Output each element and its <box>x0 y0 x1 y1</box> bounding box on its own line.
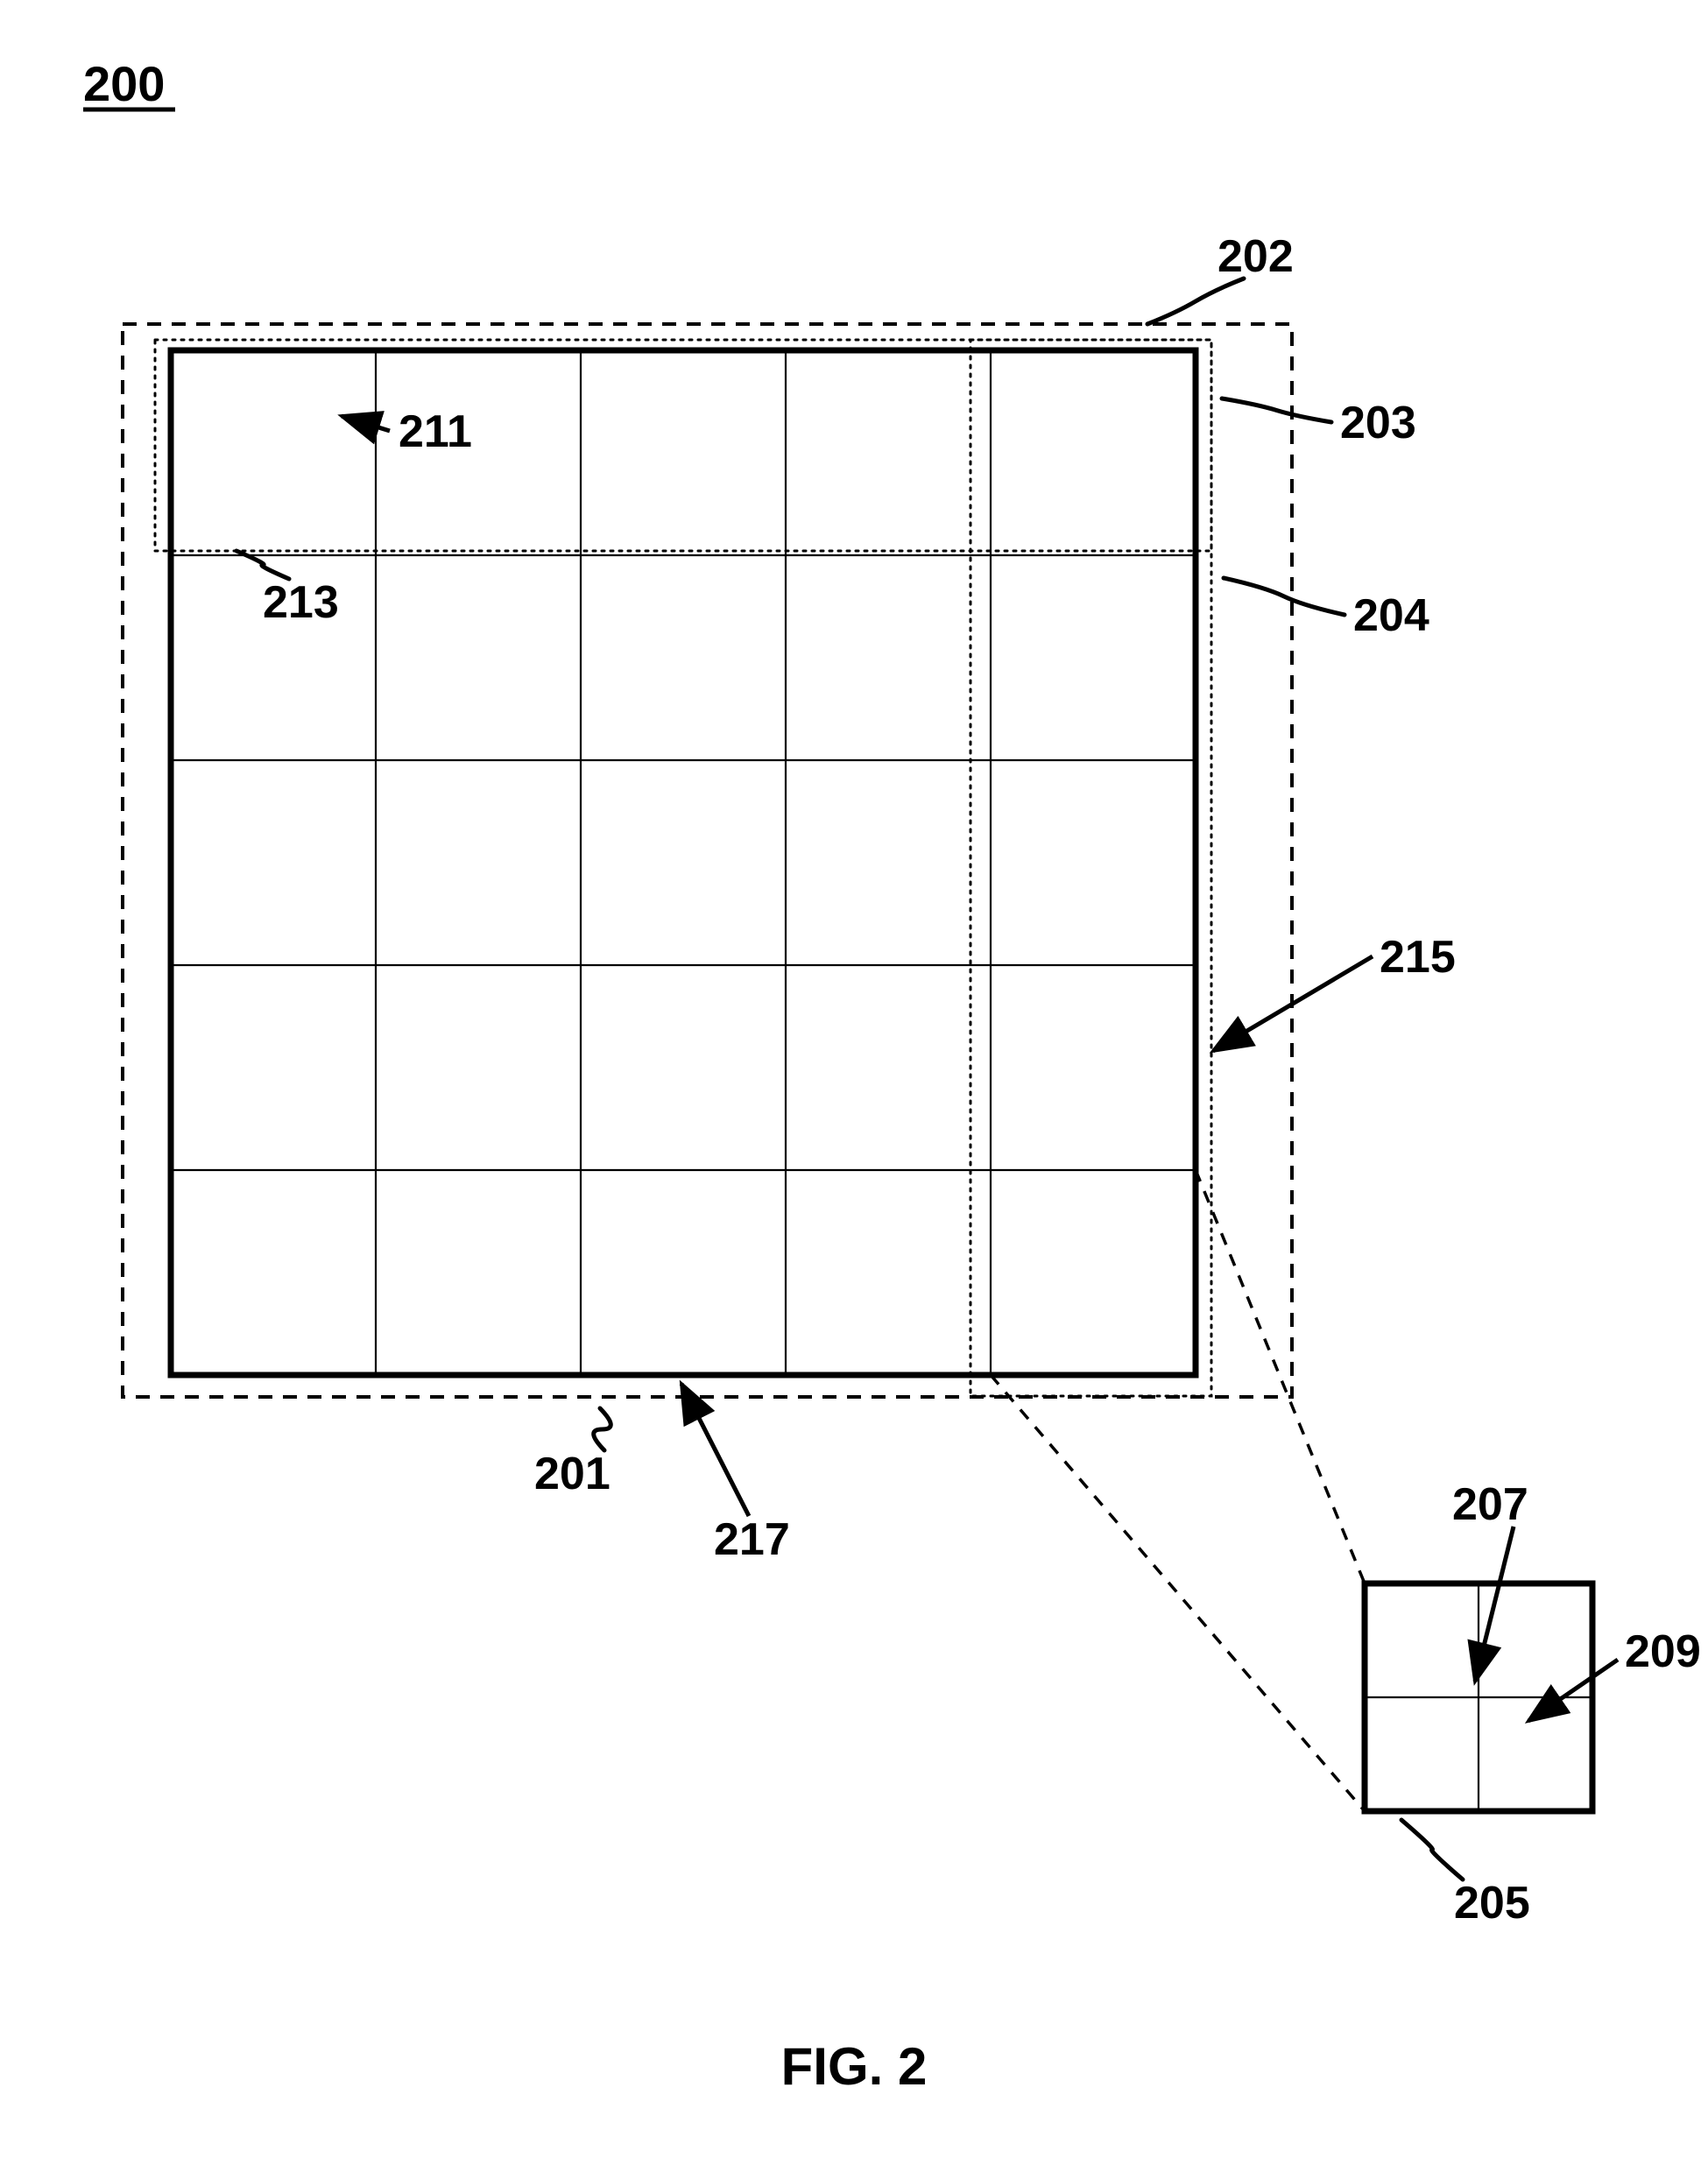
ref-label-201: 201 <box>534 1449 611 1499</box>
ref-label-217: 217 <box>714 1514 790 1565</box>
ref-label-213: 213 <box>263 577 339 628</box>
ref-label-209: 209 <box>1625 1626 1701 1677</box>
ref-label-215: 215 <box>1380 932 1456 983</box>
figure-caption: FIG. 2 <box>781 2037 928 2096</box>
ref-label-203: 203 <box>1340 398 1416 448</box>
ref-label-202: 202 <box>1217 231 1294 282</box>
ref-label-205: 205 <box>1454 1878 1530 1929</box>
ref-label-204: 204 <box>1353 590 1429 641</box>
figure-ref-200: 200 <box>83 56 165 111</box>
ref-label-207: 207 <box>1452 1479 1528 1530</box>
ref-label-211: 211 <box>399 406 472 457</box>
